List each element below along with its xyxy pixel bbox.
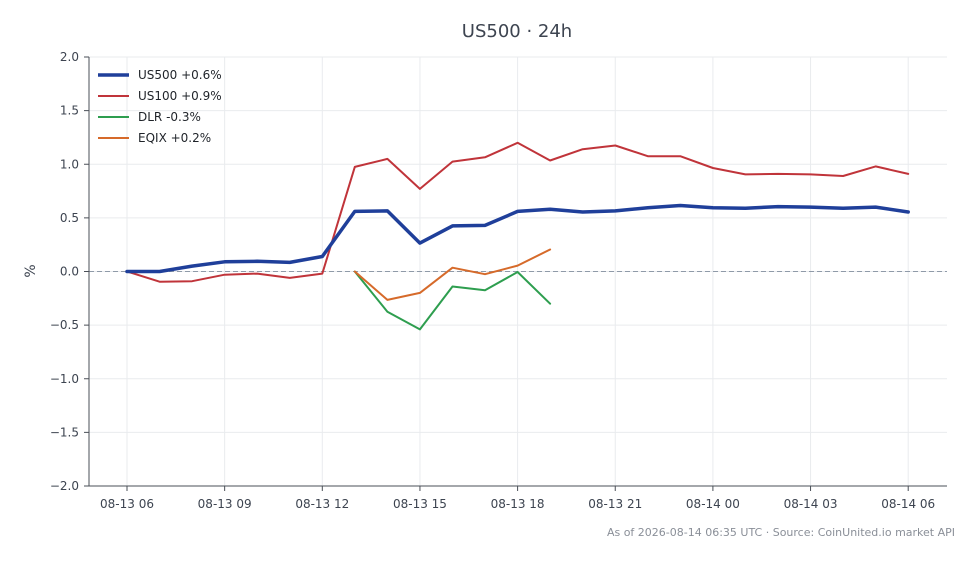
series-line-0 bbox=[125, 203, 910, 274]
legend: US500 +0.6% US100 +0.9% DLR -0.3% EQIX +0.2… bbox=[98, 68, 222, 145]
legend-label: DLR -0.3% bbox=[138, 110, 201, 124]
legend-label: US100 +0.9% bbox=[138, 89, 222, 103]
y-tick-label: 0.5 bbox=[60, 211, 79, 225]
series-lines bbox=[125, 141, 910, 331]
y-tick-label: 0.0 bbox=[60, 265, 79, 279]
y-tick-label: 1.0 bbox=[60, 157, 79, 171]
y-tick-label: −2.0 bbox=[50, 479, 79, 493]
y-axis-ticks: −2.0 −1.5 −1.0 −0.5 0.0 0.5 1.0 1.5 2.0 bbox=[50, 50, 89, 493]
x-tick-label: 08-14 06 bbox=[881, 497, 935, 511]
y-tick-label: −0.5 bbox=[50, 318, 79, 332]
x-tick-label: 08-13 21 bbox=[588, 497, 642, 511]
y-tick-label: 1.5 bbox=[60, 104, 79, 118]
y-axis-label: % bbox=[23, 264, 39, 277]
line-chart: US500 · 24h −2.0 −1.5 −1.0 −0.5 0.0 0.5 1.0 1.5… bbox=[23, 21, 947, 511]
x-axis-ticks: 08-13 06 08-13 09 08-13 12 08-13 15 08-13 18… bbox=[100, 486, 935, 511]
legend-label: US500 +0.6% bbox=[138, 68, 222, 82]
x-tick-label: 08-13 18 bbox=[491, 497, 545, 511]
x-tick-label: 08-13 09 bbox=[198, 497, 252, 511]
y-tick-label: 2.0 bbox=[60, 50, 79, 64]
chart-title: US500 · 24h bbox=[462, 21, 572, 42]
source-footer: As of 2026-08-14 06:35 UTC · Source: Coi… bbox=[606, 526, 955, 539]
x-tick-label: 08-13 15 bbox=[393, 497, 447, 511]
x-tick-label: 08-13 06 bbox=[100, 497, 154, 511]
series-line-1 bbox=[126, 141, 910, 283]
y-tick-label: −1.0 bbox=[50, 372, 79, 386]
series-line-2 bbox=[353, 270, 552, 331]
x-tick-label: 08-14 00 bbox=[686, 497, 740, 511]
series-line-3 bbox=[353, 248, 552, 301]
legend-label: EQIX +0.2% bbox=[138, 131, 211, 145]
x-tick-label: 08-14 03 bbox=[784, 497, 838, 511]
y-tick-label: −1.5 bbox=[50, 425, 79, 439]
x-tick-label: 08-13 12 bbox=[295, 497, 349, 511]
